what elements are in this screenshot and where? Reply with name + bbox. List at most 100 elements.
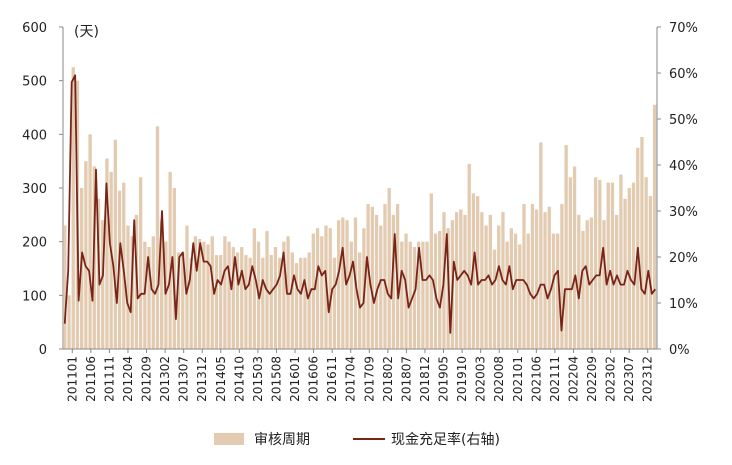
bar [513,233,518,349]
bar [299,257,303,349]
bar [598,179,602,349]
bar [105,158,109,349]
x-tick-label: 201204 [121,356,135,402]
x-tick-label: 201410 [232,356,246,402]
bar [421,241,425,349]
bar [84,161,88,349]
x-tick-label: 201807 [399,356,413,402]
bar [551,233,556,349]
bar [273,247,278,349]
bar [631,182,636,349]
bar [400,241,404,349]
left-tick-label: 100 [22,289,47,304]
bar [412,247,417,349]
left-tick-label: 300 [22,182,47,197]
x-tick-label: 201111 [102,356,116,402]
bar [160,220,164,349]
bar [568,177,572,349]
x-tick-label: 201905 [437,356,451,402]
x-tick-label: 202111 [548,356,562,402]
bar [391,214,396,349]
legend-bar-label: 审核周期 [254,432,310,448]
bar [463,214,467,349]
bar [484,225,488,349]
bar [556,233,560,349]
bar [509,228,514,349]
bar [383,204,387,349]
bar [109,171,113,349]
right-tick-label: 50% [669,113,698,128]
bar [235,252,240,349]
bar [197,238,202,349]
bar [328,228,332,349]
bar [307,252,311,349]
legend: 审核周期 现金充足率(右轴) [214,431,500,448]
bar [294,263,299,349]
x-tick-label: 201307 [177,356,191,402]
bar [231,247,235,349]
bar [147,247,151,349]
x-tick-label: 202101 [511,356,525,402]
left-tick-label: 600 [22,21,47,36]
bar [644,177,648,349]
legend-line-label: 现金充足率(右轴) [391,431,500,448]
x-tick-label: 201802 [381,356,395,402]
bar [492,249,497,349]
bar [332,257,337,349]
bar [185,225,189,349]
x-tick-label: 202003 [474,356,488,402]
bar [425,241,429,349]
bar [438,230,442,349]
bar [113,139,118,349]
right-y-axis: 0% 10% 20% 30% 40% 50% 60% 70% [656,21,698,358]
bar [101,220,105,349]
cash-ratio-line [63,74,656,334]
left-tick-label: 500 [22,75,47,90]
x-tick-label: 201709 [362,356,376,402]
x-tick-label: 201704 [344,356,358,402]
x-tick-label: 201101 [65,356,79,402]
bar [164,241,168,349]
bar [311,233,316,349]
bar [349,241,353,349]
bar [206,244,210,349]
bar [417,241,421,349]
bar [341,217,345,349]
bar [126,225,130,349]
x-tick-label: 201910 [455,356,469,402]
bar [610,182,615,349]
y-unit-label: (天) [74,24,99,40]
x-tick-label: 202008 [492,356,506,402]
bar [648,196,653,349]
bar [522,204,526,349]
x-tick-label: 201405 [214,356,228,402]
right-tick-label: 30% [669,205,698,220]
bar [408,241,412,349]
bar [181,252,185,349]
x-tick-label: 201508 [269,356,283,402]
x-tick-label: 202106 [529,356,543,402]
bar [459,209,463,349]
right-tick-label: 10% [669,297,698,312]
bar [193,236,198,349]
bar [336,220,341,349]
bar [374,214,379,349]
left-y-axis: 0 100 200 300 400 500 600 [22,21,64,358]
x-tick-label: 201606 [307,356,321,402]
bar [88,134,92,349]
line-series [63,74,656,334]
x-tick-label: 201302 [158,356,172,402]
x-tick-label: 202302 [604,356,618,402]
bar [214,255,219,349]
bar [240,247,244,349]
bar [227,241,231,349]
bar [315,228,320,349]
bar [539,142,543,349]
bar [560,204,564,349]
bar [210,236,214,349]
right-tick-label: 20% [669,251,698,266]
bar [619,174,623,349]
bar [627,188,631,349]
right-tick-label: 60% [669,67,698,82]
